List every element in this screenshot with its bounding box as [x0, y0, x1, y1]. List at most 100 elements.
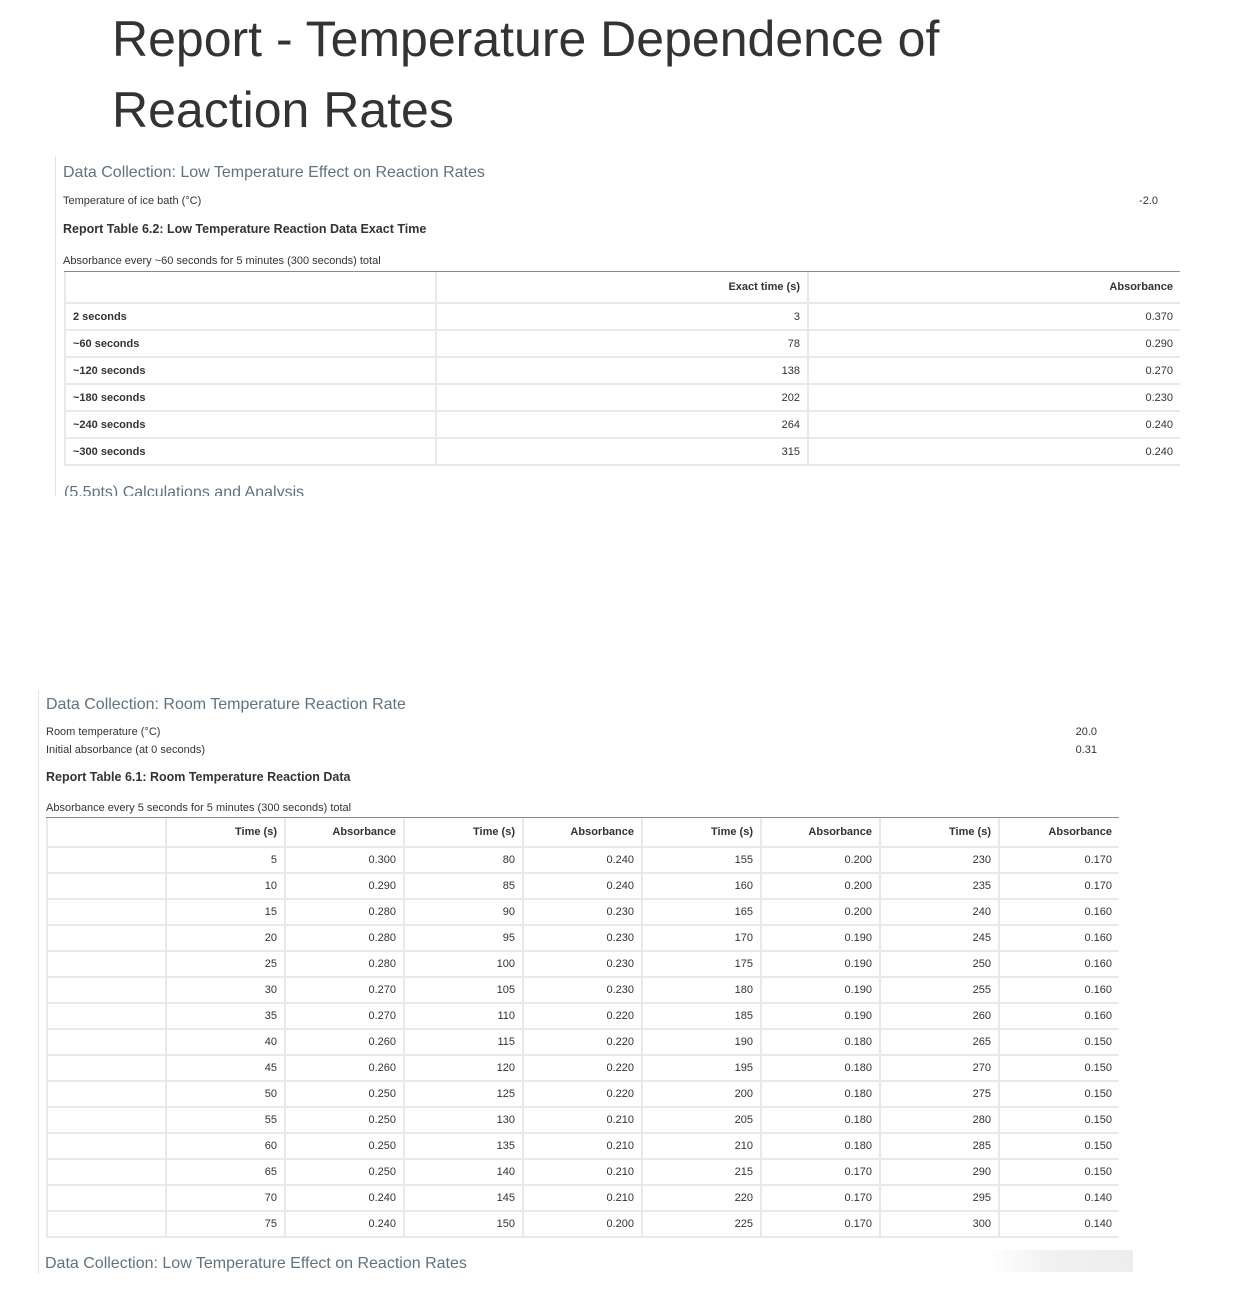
- time-cell: 220: [641, 1186, 760, 1212]
- empty-cell: [46, 1030, 165, 1056]
- absorbance-cell: 0.170: [998, 874, 1119, 900]
- table-row: 40 0.260 115 0.220 190 0.180 265 0.150: [46, 1030, 1119, 1056]
- table-row: 70 0.240 145 0.210 220 0.170 295 0.140: [46, 1186, 1119, 1212]
- time-cell: 100: [403, 952, 522, 978]
- time-cell: 110: [403, 1004, 522, 1030]
- time-cell: 245: [879, 926, 998, 952]
- table-row: ~60 seconds 78 0.290: [64, 331, 1180, 358]
- time-cell: 135: [403, 1134, 522, 1160]
- absorbance-cell: 0.220: [522, 1004, 641, 1030]
- column-header: Absorbance: [522, 818, 641, 848]
- empty-cell: [46, 1108, 165, 1134]
- table-row: ~180 seconds 202 0.230: [64, 385, 1180, 412]
- absorbance-cell: 0.270: [807, 358, 1180, 385]
- time-cell: 264: [435, 412, 807, 439]
- empty-cell: [46, 900, 165, 926]
- absorbance-cell: 0.240: [807, 412, 1180, 439]
- table-header-row: Exact time (s) Absorbance: [64, 272, 1180, 304]
- column-header: [46, 818, 165, 848]
- absorbance-cell: 0.230: [522, 978, 641, 1004]
- section-heading: Data Collection: Low Temperature Effect …: [63, 164, 485, 181]
- column-header: Absorbance: [807, 272, 1180, 304]
- time-cell: 175: [641, 952, 760, 978]
- table-row: 65 0.250 140 0.210 215 0.170 290 0.150: [46, 1160, 1119, 1186]
- empty-cell: [46, 926, 165, 952]
- column-header: Absorbance: [998, 818, 1119, 848]
- absorbance-cell: 0.280: [284, 952, 403, 978]
- calculations-heading: (5.5pts) Calculations and Analysis: [64, 484, 305, 496]
- empty-cell: [46, 978, 165, 1004]
- time-cell: 40: [165, 1030, 284, 1056]
- time-cell: 78: [435, 331, 807, 358]
- table-row: 45 0.260 120 0.220 195 0.180 270 0.150: [46, 1056, 1119, 1082]
- table-header-row: Time (s) Absorbance Time (s) Absorbance …: [46, 818, 1119, 848]
- bottom-section-heading: Data Collection: Low Temperature Effect …: [45, 1255, 467, 1272]
- absorbance-cell: 0.170: [998, 848, 1119, 874]
- time-cell: 95: [403, 926, 522, 952]
- table-row: 10 0.290 85 0.240 160 0.200 235 0.170: [46, 874, 1119, 900]
- time-cell: 202: [435, 385, 807, 412]
- absorbance-cell: 0.180: [760, 1082, 879, 1108]
- absorbance-cell: 0.150: [998, 1108, 1119, 1134]
- absorbance-cell: 0.370: [807, 304, 1180, 331]
- time-cell: 170: [641, 926, 760, 952]
- empty-cell: [46, 1160, 165, 1186]
- absorbance-cell: 0.150: [998, 1056, 1119, 1082]
- absorbance-cell: 0.170: [760, 1186, 879, 1212]
- time-cell: 15: [165, 900, 284, 926]
- absorbance-cell: 0.190: [760, 952, 879, 978]
- absorbance-cell: 0.230: [522, 952, 641, 978]
- table-row: 2 seconds 3 0.370: [64, 304, 1180, 331]
- time-cell: 200: [641, 1082, 760, 1108]
- time-cell: 125: [403, 1082, 522, 1108]
- row-label-cell: ~300 seconds: [64, 439, 435, 466]
- time-cell: 115: [403, 1030, 522, 1056]
- table-row: 60 0.250 135 0.210 210 0.180 285 0.150: [46, 1134, 1119, 1160]
- room-temp-value: 20.0: [1075, 726, 1097, 738]
- time-cell: 80: [403, 848, 522, 874]
- absorbance-cell: 0.240: [807, 439, 1180, 466]
- absorbance-cell: 0.280: [284, 900, 403, 926]
- empty-cell: [46, 1134, 165, 1160]
- empty-cell: [46, 952, 165, 978]
- absorbance-cell: 0.220: [522, 1082, 641, 1108]
- row-label-cell: ~180 seconds: [64, 385, 435, 412]
- column-header: Time (s): [879, 818, 998, 848]
- table-row: ~300 seconds 315 0.240: [64, 439, 1180, 466]
- time-cell: 235: [879, 874, 998, 900]
- time-cell: 180: [641, 978, 760, 1004]
- empty-cell: [46, 848, 165, 874]
- time-cell: 70: [165, 1186, 284, 1212]
- time-cell: 275: [879, 1082, 998, 1108]
- absorbance-cell: 0.160: [998, 900, 1119, 926]
- time-cell: 35: [165, 1004, 284, 1030]
- time-cell: 265: [879, 1030, 998, 1056]
- time-cell: 85: [403, 874, 522, 900]
- absorbance-cell: 0.230: [522, 926, 641, 952]
- absorbance-cell: 0.170: [760, 1212, 879, 1238]
- absorbance-cell: 0.270: [284, 1004, 403, 1030]
- time-cell: 165: [641, 900, 760, 926]
- time-cell: 140: [403, 1160, 522, 1186]
- absorbance-cell: 0.240: [284, 1212, 403, 1238]
- row-label-cell: 2 seconds: [64, 304, 435, 331]
- absorbance-cell: 0.200: [760, 848, 879, 874]
- table-row: 35 0.270 110 0.220 185 0.190 260 0.160: [46, 1004, 1119, 1030]
- page-title: Report - Temperature Dependence of React…: [112, 11, 940, 138]
- absorbance-cell: 0.200: [760, 874, 879, 900]
- absorbance-cell: 0.290: [284, 874, 403, 900]
- time-cell: 190: [641, 1030, 760, 1056]
- absorbance-cell: 0.160: [998, 978, 1119, 1004]
- time-cell: 195: [641, 1056, 760, 1082]
- absorbance-cell: 0.140: [998, 1212, 1119, 1238]
- room-temp-section: Data Collection: Room Temperature Reacti…: [38, 690, 1139, 1274]
- absorbance-cell: 0.300: [284, 848, 403, 874]
- table-row: 55 0.250 130 0.210 205 0.180 280 0.150: [46, 1108, 1119, 1134]
- time-cell: 50: [165, 1082, 284, 1108]
- absorbance-cell: 0.200: [760, 900, 879, 926]
- initial-absorbance-label: Initial absorbance (at 0 seconds): [46, 744, 205, 756]
- column-header: Exact time (s): [435, 272, 807, 304]
- time-cell: 3: [435, 304, 807, 331]
- time-cell: 65: [165, 1160, 284, 1186]
- time-cell: 295: [879, 1186, 998, 1212]
